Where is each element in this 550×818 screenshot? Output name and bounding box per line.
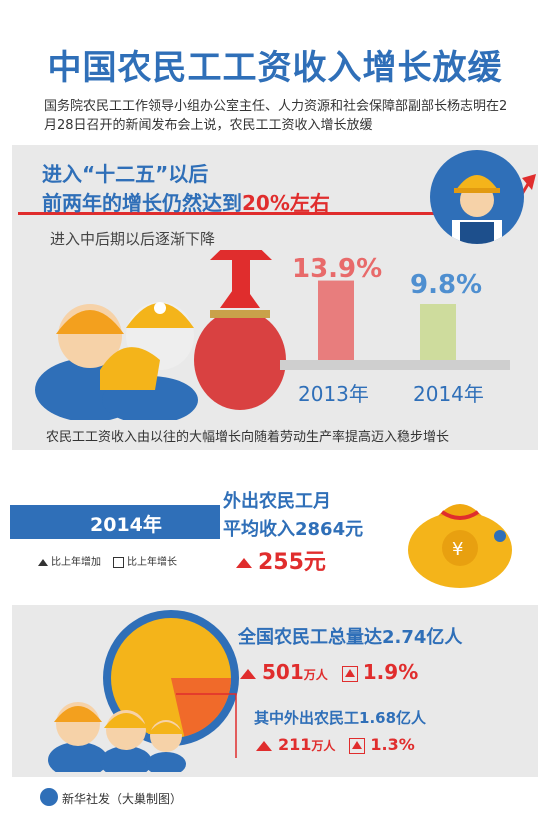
bar-2013-label: 2013年 bbox=[298, 382, 369, 406]
headline-line1: 进入“十二五”以后 bbox=[42, 162, 209, 186]
total-changes: 501万人 1.9% bbox=[240, 660, 418, 684]
income-increase: 255元 bbox=[236, 544, 326, 576]
money-bag-icon: ¥ bbox=[408, 504, 512, 588]
total-workers: 全国农民工总量达2.74亿人 bbox=[238, 627, 463, 648]
bar-2014-label: 2014年 bbox=[413, 382, 484, 406]
increase-arrow-icon bbox=[38, 558, 48, 566]
increase-arrow-icon bbox=[240, 668, 256, 679]
increase-arrow-icon bbox=[236, 558, 252, 568]
workforce-pie-chart bbox=[103, 610, 239, 746]
pie-migrant-slice bbox=[171, 678, 231, 737]
headline-line2-prefix: 前两年的增长仍然达到 bbox=[42, 191, 242, 215]
growth-box-icon bbox=[113, 556, 124, 568]
year-band: 2014年 bbox=[10, 505, 220, 539]
income-line1: 外出农民工月 bbox=[223, 491, 331, 512]
pointer-line bbox=[176, 693, 237, 758]
bar-2013-value: 13.9% bbox=[292, 254, 383, 284]
growth-box-icon bbox=[341, 665, 358, 682]
migrant-workers: 其中外出农民工1.68亿人 bbox=[254, 709, 427, 727]
page-title: 中国农民工工资收入增长放缓 bbox=[47, 48, 503, 88]
growth-footer: 农民工工资收入由以往的大幅增长向随着劳动生产率提高迈入稳步增长 bbox=[46, 430, 450, 445]
workers-and-purse-icon bbox=[35, 250, 286, 420]
bar-baseline bbox=[280, 360, 510, 370]
headline-highlight: 20%左右 bbox=[242, 191, 330, 215]
bar-2013年 bbox=[318, 280, 354, 360]
legend-growth: 比上年增长 bbox=[127, 557, 177, 568]
workers-group-icon bbox=[48, 702, 186, 772]
bar-2014-value: 9.8% bbox=[410, 270, 483, 300]
headline-line2: 前两年的增长仍然达到20%左右 bbox=[42, 187, 330, 216]
intro-text: 国务院农民工工作领导小组办公室主任、人力资源和社会保障部副部长杨志明在2月28日… bbox=[44, 99, 508, 133]
trend-line bbox=[18, 212, 508, 215]
year-label: 2014年 bbox=[90, 514, 162, 536]
xinhua-logo-icon bbox=[40, 788, 58, 806]
headline-subline: 进入中后期以后逐渐下降 bbox=[50, 230, 216, 248]
income-line2: 平均收入2864元 bbox=[223, 519, 364, 540]
growth-box-icon bbox=[349, 737, 366, 754]
growth-bar-chart bbox=[280, 280, 510, 370]
bar-2014年 bbox=[420, 304, 456, 360]
increase-arrow-icon bbox=[256, 740, 272, 751]
migrant-changes: 211万人 1.3% bbox=[256, 735, 415, 754]
svg-text:¥: ¥ bbox=[452, 539, 463, 560]
legend-increase: 比上年增加 bbox=[51, 557, 101, 568]
worker-avatar-icon bbox=[430, 150, 524, 244]
credit: 新华社发（大巢制图） bbox=[62, 792, 183, 806]
legend: 比上年增加 比上年增长 bbox=[38, 553, 177, 568]
